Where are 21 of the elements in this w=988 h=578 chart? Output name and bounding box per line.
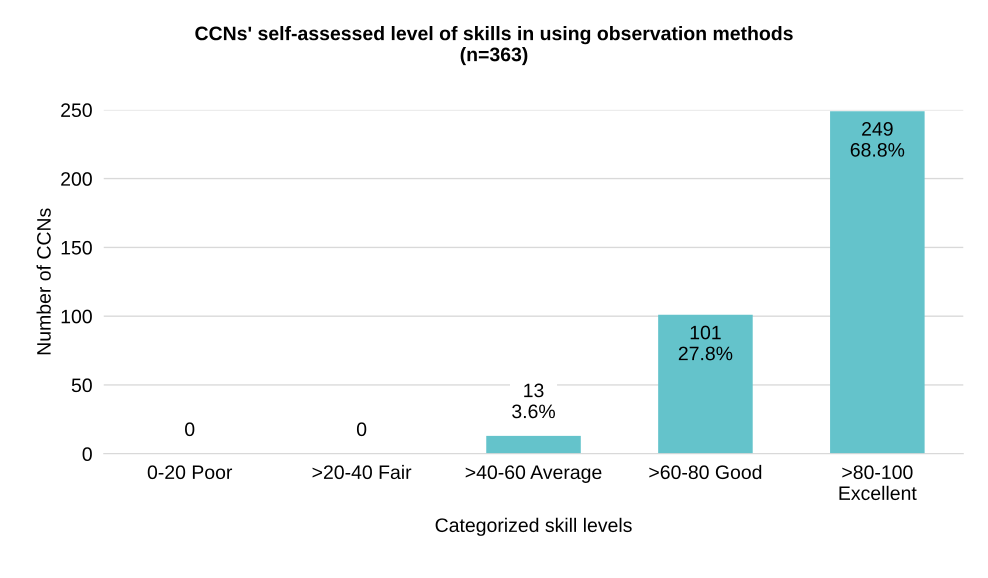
x-tick-label: >40-60 Average [466, 465, 602, 483]
x-tick-label: >80-100 Excellent [839, 465, 917, 500]
chart-title: CCNs' self-assessed level of skills in using observation methods (n=363) [195, 26, 793, 66]
x-axis-title: Categorized skill levels [436, 518, 632, 536]
data-label: 0 [356, 422, 366, 436]
data-label: 249 68.8% [850, 122, 904, 157]
bar [486, 436, 581, 454]
bar [830, 111, 925, 454]
y-tick-label: 150 [62, 240, 92, 255]
y-tick-label: 50 [72, 378, 92, 392]
data-label: 13 3.6% [512, 384, 555, 418]
data-label: 0 [185, 422, 194, 436]
data-label: 101 27.8% [678, 326, 732, 360]
y-tick-label: 100 [62, 310, 92, 324]
x-tick-label: >60-80 Good [649, 464, 762, 480]
y-tick-label: 250 [61, 103, 92, 118]
x-tick-label: 0-20 Poor [148, 465, 232, 480]
y-tick-label: 200 [61, 172, 92, 186]
y-axis-title: Number of CCNs [36, 208, 51, 354]
x-tick-label: >20-40 Fair [312, 464, 412, 480]
y-tick-label: 0 [82, 447, 92, 461]
